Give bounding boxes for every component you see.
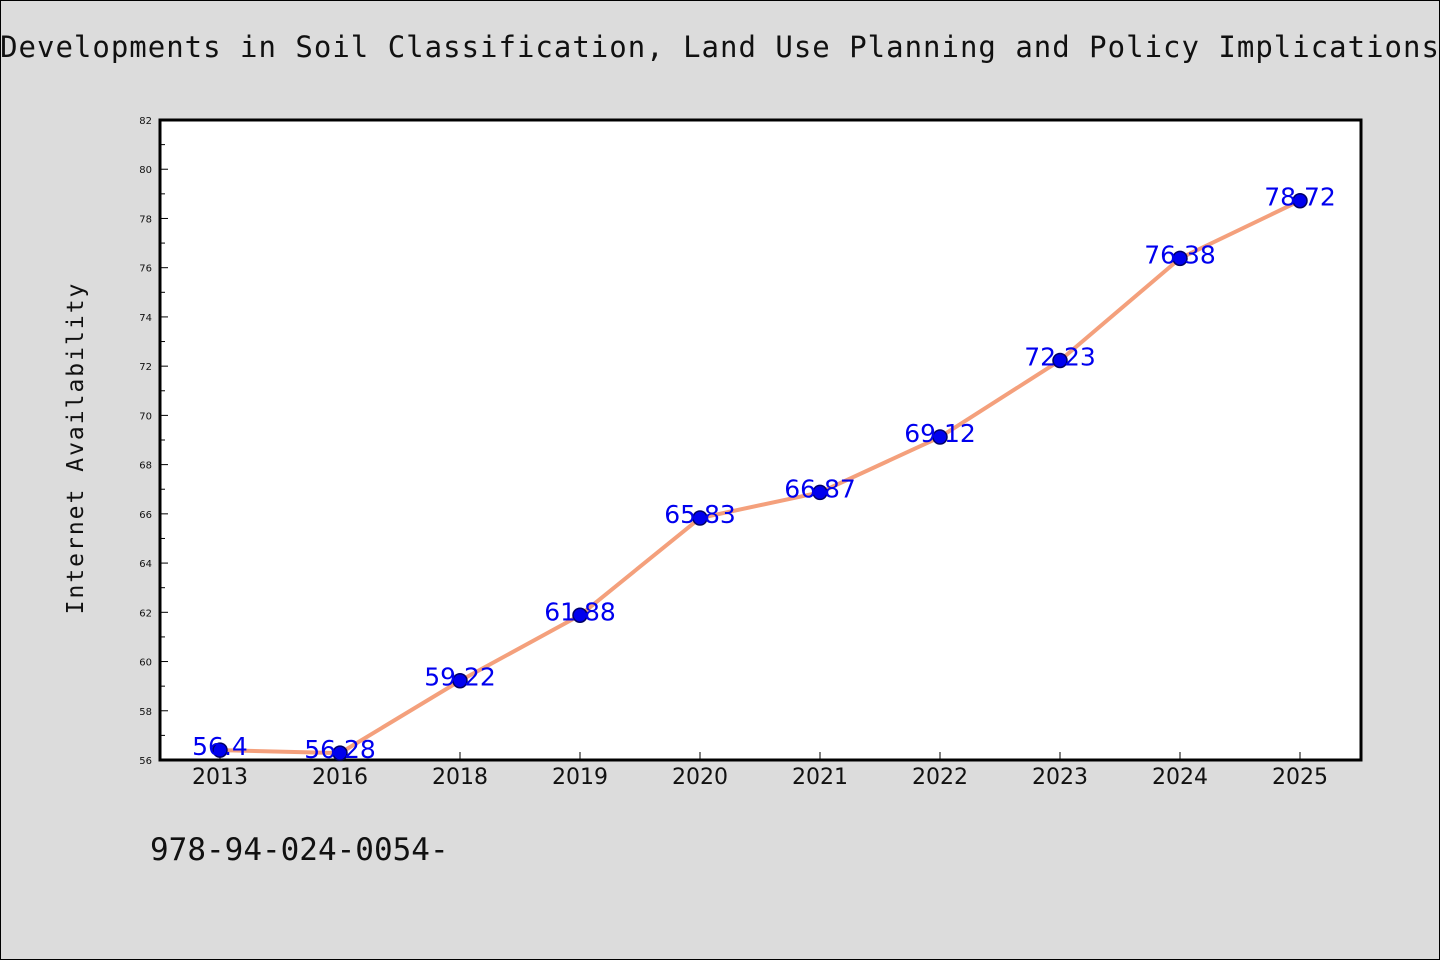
data-label: 61.88	[544, 597, 616, 626]
x-tick-label: 2021	[792, 765, 848, 790]
y-tick-label: 64	[139, 559, 152, 570]
data-point	[572, 607, 588, 624]
x-tick-label: 2023	[1032, 765, 1088, 790]
y-tick-label: 62	[139, 608, 152, 619]
data-point	[812, 484, 828, 501]
x-tick-label: 2018	[432, 765, 488, 790]
data-labels: 56.4 56.28 59.22 61.88 65.83 66.87 69.12 72.23 7…	[192, 183, 1336, 764]
data-point	[1292, 192, 1308, 209]
plot-area	[158, 118, 1363, 762]
x-axis-ticks: 2013 2016 2018 2019 2020 2021 2022 2023 2024 2025	[192, 752, 1328, 790]
y-tick-label: 72	[139, 362, 152, 373]
y-tick-label: 78	[139, 214, 152, 225]
x-tick-label: 2013	[192, 765, 248, 790]
series-line	[218, 198, 1302, 756]
x-tick-label: 2024	[1152, 765, 1208, 790]
data-point	[452, 672, 468, 689]
data-point	[1052, 352, 1068, 369]
data-point	[692, 510, 708, 526]
y-tick-label: 58	[139, 707, 152, 718]
data-label: 72.23	[1024, 342, 1096, 371]
footer-code: 978-94-024-0054-	[150, 832, 449, 868]
data-label: 56.4	[192, 732, 248, 761]
y-axis-ticks: 56 58 60 62 64 66 68 70 72 74 76 78 80 82	[139, 116, 168, 767]
x-tick-label: 2016	[312, 765, 368, 790]
y-tick-label: 66	[139, 510, 152, 521]
data-label: 69.12	[904, 419, 976, 448]
y-tick-label: 76	[139, 264, 152, 275]
data-point	[212, 742, 228, 758]
y-tick-label: 70	[139, 411, 152, 422]
y-tick-label: 80	[139, 165, 152, 176]
series-line-group	[218, 198, 1302, 756]
y-tick-label: 82	[139, 116, 152, 127]
data-label: 76.38	[1144, 240, 1216, 269]
y-tick-label: 74	[139, 313, 152, 324]
chart-title: Developments in Soil Classification, Lan…	[0, 30, 1440, 64]
y-tick-label: 68	[139, 461, 152, 472]
x-tick-label: 2022	[912, 765, 968, 790]
data-label: 66.87	[784, 474, 856, 503]
x-tick-label: 2020	[672, 765, 728, 790]
data-label: 59.22	[424, 663, 496, 692]
data-markers	[212, 192, 1308, 761]
y-tick-label: 56	[139, 756, 152, 767]
data-label: 78.72	[1264, 183, 1336, 212]
y-tick-label: 60	[139, 658, 152, 669]
data-label: 56.28	[304, 735, 376, 764]
x-tick-label: 2019	[552, 765, 608, 790]
data-label: 65.83	[664, 500, 736, 529]
data-point	[332, 745, 348, 761]
data-point	[932, 429, 948, 445]
x-tick-label: 2025	[1272, 765, 1328, 790]
data-point	[1172, 250, 1188, 267]
